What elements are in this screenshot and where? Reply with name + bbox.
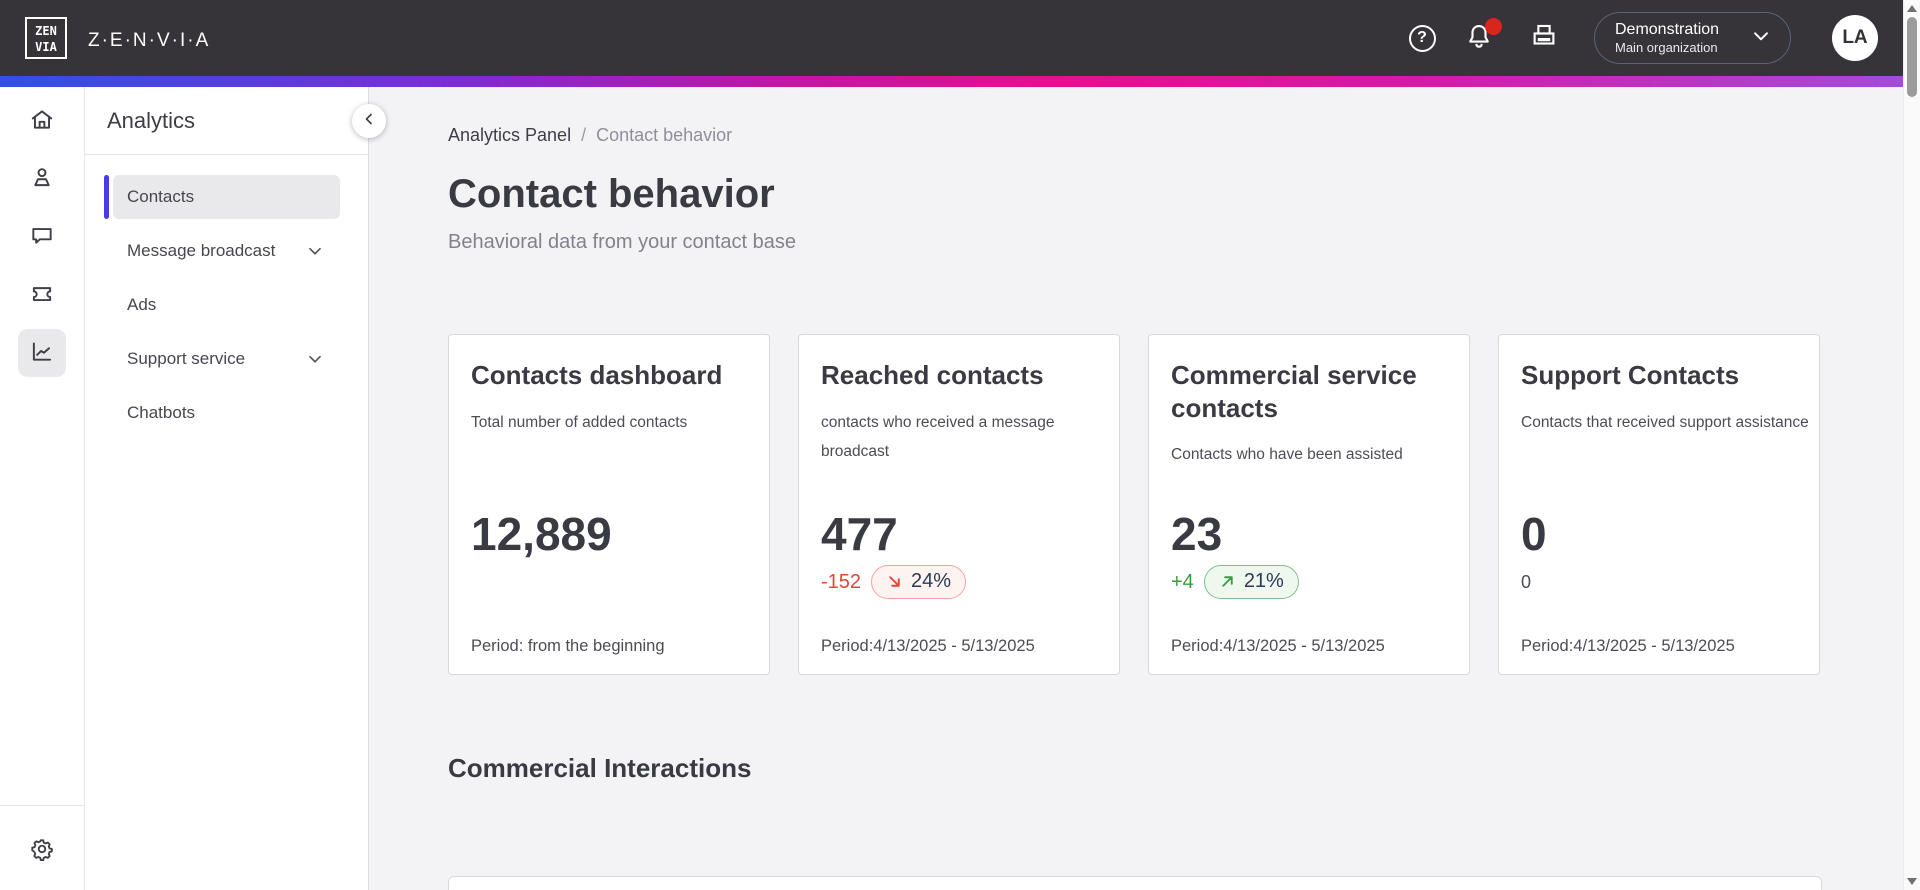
delta-value: +4 bbox=[1171, 570, 1194, 593]
sidebar-item-home[interactable] bbox=[18, 97, 66, 145]
sidebar-item-analytics[interactable] bbox=[18, 329, 66, 377]
card-title: Commercial service contacts bbox=[1171, 360, 1417, 423]
collapse-panel-button[interactable] bbox=[352, 104, 386, 138]
menu-item-contacts[interactable]: Contacts bbox=[104, 175, 340, 219]
svg-text:ZEN: ZEN bbox=[35, 24, 57, 38]
chevron-down-icon bbox=[304, 348, 326, 370]
help-icon: ? bbox=[1408, 24, 1436, 52]
card-description: contacts who received a message broadcas… bbox=[821, 413, 1055, 460]
card-delta-row: +4 21% bbox=[1171, 564, 1299, 600]
breadcrumb-current: Contact behavior bbox=[596, 125, 733, 145]
page-subtitle: Behavioral data from your contact base bbox=[448, 231, 796, 253]
organization-unit: Main organization bbox=[1615, 39, 1718, 55]
menu-item-ads[interactable]: Ads bbox=[113, 283, 340, 327]
ticket-icon bbox=[29, 280, 55, 311]
bell-icon bbox=[1464, 21, 1494, 56]
gear-icon bbox=[29, 836, 55, 867]
printer-icon bbox=[1529, 21, 1559, 56]
card-description: Total number of added contacts bbox=[471, 413, 688, 431]
card-reached-contacts: Reached contacts contacts who received a… bbox=[798, 334, 1120, 675]
card-title: Support Contacts bbox=[1521, 360, 1740, 390]
menu-item-chatbots[interactable]: Chatbots bbox=[113, 391, 340, 435]
card-period: Period:4/13/2025 - 5/13/2025 bbox=[1171, 637, 1385, 655]
card-delta-row: -152 24% bbox=[821, 564, 967, 600]
chat-bubble-icon bbox=[29, 222, 55, 253]
trend-badge: 21% bbox=[1203, 565, 1299, 599]
trend-badge: 24% bbox=[871, 565, 967, 599]
notification-dot bbox=[1485, 18, 1502, 35]
menu-item-label: Message broadcast bbox=[127, 241, 276, 260]
organization-switcher[interactable]: Demonstration Main organization bbox=[1594, 12, 1791, 64]
help-button[interactable]: ? bbox=[1406, 22, 1438, 54]
brand-gradient-bar bbox=[0, 76, 1920, 87]
card-period: Period:4/13/2025 - 5/13/2025 bbox=[821, 637, 1035, 655]
delta-value: -152 bbox=[821, 570, 862, 593]
card-description: Contacts who have been assisted bbox=[1171, 446, 1403, 463]
analytics-panel: Analytics Contacts Message broadcast Ads… bbox=[85, 87, 369, 890]
chevron-left-icon bbox=[359, 109, 379, 134]
card-period: Period: from the beginning bbox=[471, 637, 665, 655]
card-contacts-dashboard: Contacts dashboard Total number of added… bbox=[448, 334, 770, 675]
menu-item-message-broadcast[interactable]: Message broadcast bbox=[113, 229, 340, 273]
card-period: Period:4/13/2025 - 5/13/2025 bbox=[1521, 637, 1735, 655]
card-value: 12,889 bbox=[471, 508, 612, 560]
card-commercial-service-contacts: Commercial service contacts Contacts who… bbox=[1148, 334, 1470, 675]
panel-header: Analytics bbox=[85, 87, 368, 155]
menu-item-label: Chatbots bbox=[127, 403, 196, 422]
avatar[interactable]: LA bbox=[1832, 15, 1878, 61]
panel-title: Analytics bbox=[107, 107, 196, 133]
sidebar-item-contacts[interactable] bbox=[18, 155, 66, 203]
sidebar-rail bbox=[0, 87, 85, 890]
notifications-button[interactable] bbox=[1463, 18, 1502, 56]
brand: ZEN VIA Z·E·N·V·I·A bbox=[24, 16, 210, 65]
home-icon bbox=[29, 106, 55, 137]
card-support-contacts: Support Contacts Contacts that received … bbox=[1498, 334, 1820, 675]
badge-percent: 21% bbox=[1243, 570, 1284, 592]
kpi-cards-row: Contacts dashboard Total number of added… bbox=[448, 334, 1903, 675]
page-title: Contact behavior bbox=[448, 172, 775, 216]
scrollbar[interactable] bbox=[1903, 0, 1920, 890]
topbar: ZEN VIA Z·E·N·V·I·A ? Demonstration bbox=[0, 0, 1920, 76]
rail-divider bbox=[0, 805, 84, 806]
brand-wordmark: Z·E·N·V·I·A bbox=[88, 29, 211, 51]
print-button[interactable] bbox=[1528, 22, 1560, 54]
chevron-down-icon bbox=[1748, 23, 1774, 54]
main-content: Analytics Panel / Contact behavior Conta… bbox=[369, 87, 1903, 890]
card-value: 23 bbox=[1171, 508, 1223, 560]
chevron-down-icon bbox=[304, 240, 326, 262]
breadcrumb-separator: / bbox=[581, 125, 587, 145]
scrollbar-up-arrow[interactable] bbox=[1907, 5, 1917, 12]
organization-name: Demonstration bbox=[1615, 20, 1720, 38]
breadcrumb: Analytics Panel / Contact behavior bbox=[448, 125, 1903, 146]
card-delta-row: 0 bbox=[1521, 564, 1531, 600]
sidebar-item-tickets[interactable] bbox=[18, 271, 66, 319]
breadcrumb-analytics-panel[interactable]: Analytics Panel bbox=[448, 125, 572, 145]
trend-down-icon bbox=[886, 573, 903, 590]
svg-text:VIA: VIA bbox=[35, 40, 57, 54]
card-description: Contacts that received support assistanc… bbox=[1521, 413, 1809, 431]
zenvia-logo-icon: ZEN VIA bbox=[24, 16, 68, 65]
person-icon bbox=[29, 164, 55, 195]
badge-percent: 24% bbox=[911, 570, 952, 592]
scrollbar-thumb[interactable] bbox=[1907, 17, 1917, 97]
card-value: 0 bbox=[1521, 508, 1547, 560]
analytics-menu: Contacts Message broadcast Ads Support s… bbox=[85, 155, 368, 435]
menu-item-label: Contacts bbox=[127, 187, 195, 206]
sidebar-item-settings[interactable] bbox=[18, 827, 66, 875]
section-title-commercial-interactions: Commercial Interactions bbox=[448, 753, 752, 783]
delta-value: 0 bbox=[1521, 571, 1532, 592]
menu-item-label: Ads bbox=[127, 295, 157, 314]
card-title: Contacts dashboard bbox=[471, 360, 723, 390]
analytics-chart-icon bbox=[29, 338, 55, 369]
menu-item-support-service[interactable]: Support service bbox=[113, 337, 340, 381]
trend-up-icon bbox=[1219, 573, 1236, 590]
sidebar-item-conversations[interactable] bbox=[18, 213, 66, 261]
menu-item-label: Support service bbox=[127, 349, 246, 368]
scrollbar-down-arrow[interactable] bbox=[1907, 878, 1917, 885]
card-title: Reached contacts bbox=[821, 360, 1044, 390]
card-value: 477 bbox=[821, 508, 898, 560]
commercial-interactions-card bbox=[448, 876, 1822, 890]
